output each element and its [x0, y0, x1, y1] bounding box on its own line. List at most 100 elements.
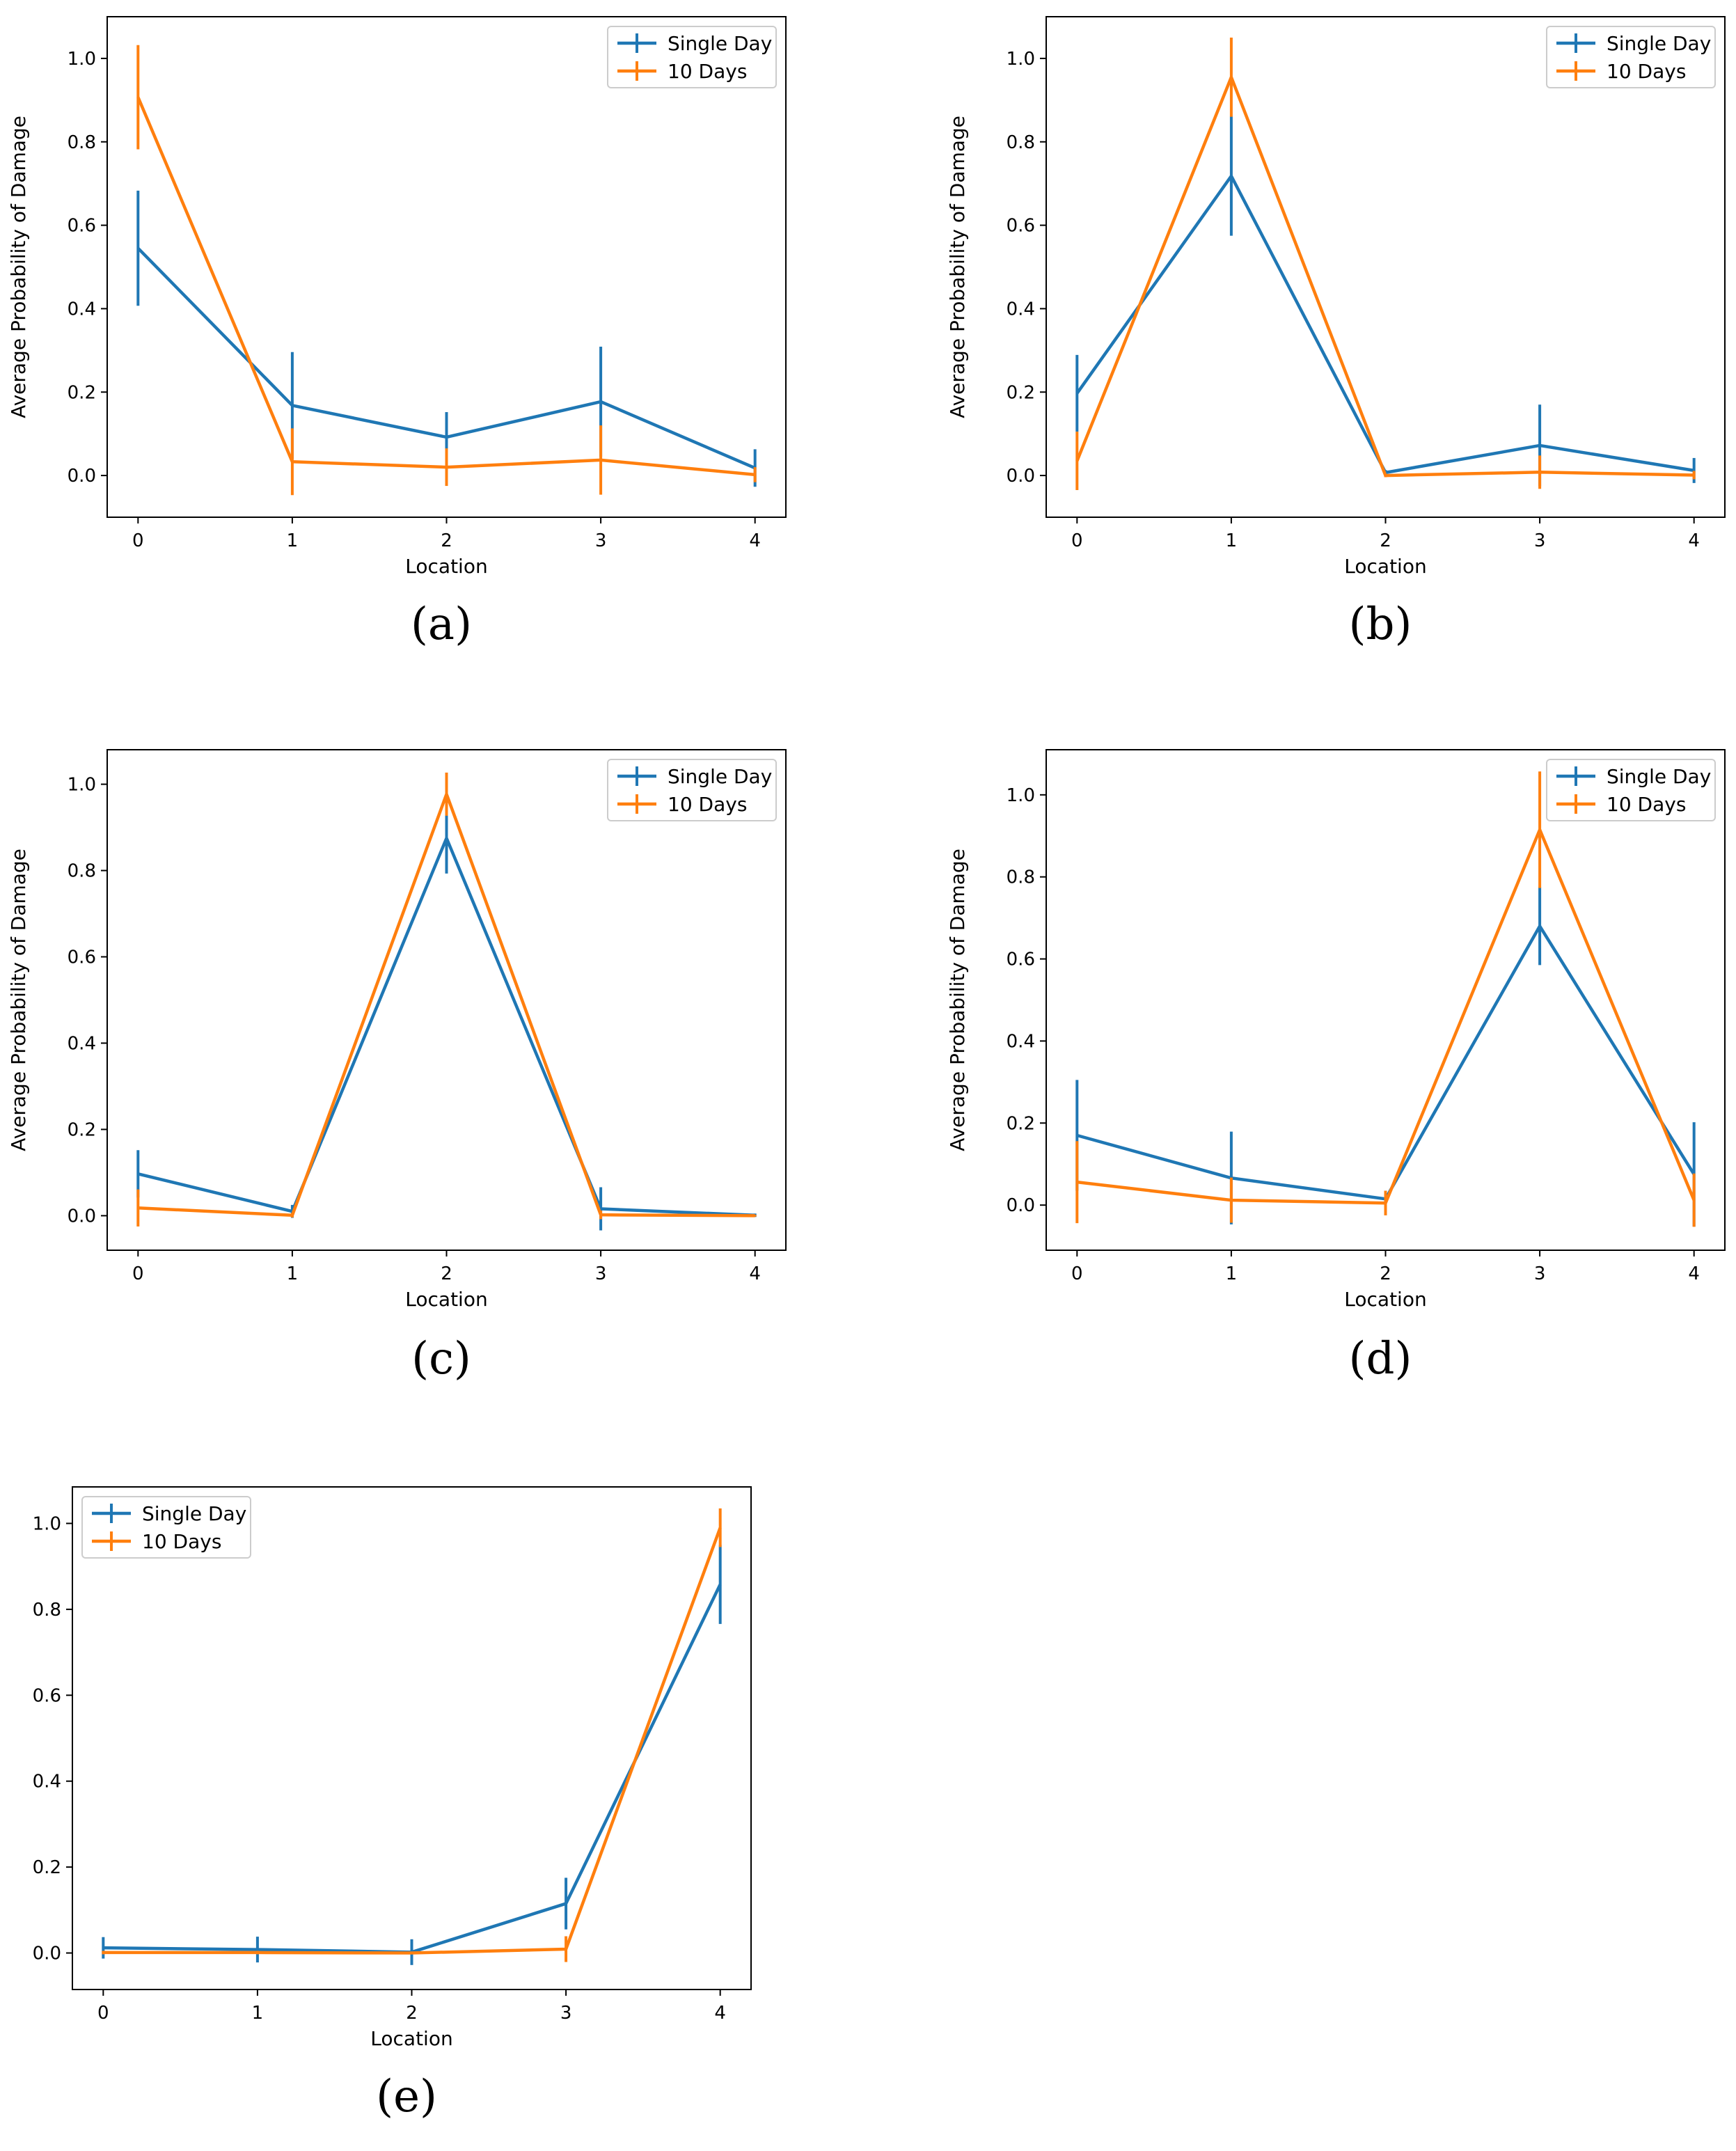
y-axis-label: Average Probability of Damage [7, 849, 30, 1151]
y-axis-label: Average Probability of Damage [946, 849, 969, 1151]
x-tick-label: 3 [595, 1263, 607, 1284]
y-tick-label: 1.0 [68, 775, 96, 796]
y-tick-label: 0.6 [1007, 216, 1035, 237]
chart-panel-d: 0 1 2 3 4 0.0 0.2 0.4 0.6 0.8 1.0 Location Average P… [946, 749, 1726, 1385]
series-line-single-day [1076, 924, 1696, 1201]
legend-label: 10 Days [668, 793, 747, 816]
legend-label: Single Day [1607, 32, 1711, 55]
x-tick-label: 0 [1071, 1263, 1083, 1284]
y-tick-label: 0.4 [1007, 299, 1035, 320]
y-tick-label: 0.6 [68, 216, 96, 237]
y-tick-label: 0.8 [1007, 132, 1035, 153]
y-tick-label: 0.0 [33, 1944, 61, 1964]
panel-caption: (b) [1349, 599, 1412, 650]
x-tick-label: 1 [252, 2003, 264, 2024]
panel-caption: (a) [411, 599, 472, 650]
panel-caption: (d) [1349, 1333, 1412, 1385]
legend: Single Day 10 Days [1546, 759, 1716, 821]
plot-frame [1045, 16, 1726, 518]
y-tick-label: 0.4 [68, 1033, 96, 1054]
chart-panel-a: 0 1 2 3 4 0.0 0.2 0.4 0.6 0.8 1.0 Location Average P… [7, 16, 787, 650]
x-tick-label: 2 [441, 530, 452, 551]
x-axis-label: Location [1344, 1288, 1426, 1311]
x-tick-label: 3 [1534, 1263, 1546, 1284]
y-axis-label: Average Probability of Damage [7, 116, 30, 418]
y-tick-label: 0.0 [1007, 466, 1035, 487]
legend-label: Single Day [668, 32, 772, 55]
series-line-10-days [1077, 828, 1696, 1205]
x-tick-label: 3 [595, 530, 607, 551]
x-tick-label: 0 [132, 530, 144, 551]
legend: Single Day 10 Days [81, 1496, 251, 1559]
y-tick-label: 0.8 [68, 132, 96, 153]
plot-frame [72, 1486, 752, 1990]
y-tick-label: 0.6 [1007, 950, 1035, 970]
x-tick-label: 1 [1226, 530, 1238, 551]
y-axis-label: Average Probability of Damage [946, 116, 969, 418]
y-tick-label: 0.8 [1007, 867, 1035, 888]
x-tick-label: 3 [560, 2003, 572, 2024]
x-axis-label: Location [370, 2027, 452, 2050]
x-tick-label: 1 [287, 1263, 299, 1284]
chart-panel-b: 0 1 2 3 4 0.0 0.2 0.4 0.6 0.8 1.0 Location Average P… [946, 16, 1726, 650]
x-tick-label: 1 [287, 530, 299, 551]
series-line-single-day [103, 1584, 722, 1954]
x-tick-label: 4 [1688, 530, 1700, 551]
y-tick-label: 0.8 [68, 861, 96, 882]
x-tick-label: 3 [1534, 530, 1546, 551]
x-tick-label: 2 [1380, 530, 1391, 551]
panel-caption: (c) [411, 1333, 471, 1385]
x-tick-label: 2 [406, 2003, 418, 2024]
y-tick-label: 1.0 [68, 49, 96, 70]
x-axis-label: Location [405, 555, 487, 578]
x-axis-label: Location [1344, 555, 1426, 578]
y-tick-label: 1.0 [1007, 49, 1035, 70]
chart-panel-c: 0 1 2 3 4 0.0 0.2 0.4 0.6 0.8 1.0 Location Average P… [7, 749, 787, 1385]
y-tick-label: 1.0 [1007, 785, 1035, 806]
series-line-10-days [103, 1527, 722, 1955]
x-tick-label: 4 [749, 1263, 761, 1284]
x-tick-label: 0 [1071, 530, 1083, 551]
y-tick-label: 0.2 [68, 1119, 96, 1140]
y-tick-label: 0.4 [1007, 1031, 1035, 1052]
x-tick-label: 4 [714, 2003, 726, 2024]
y-tick-label: 0.6 [68, 947, 96, 968]
x-tick-label: 2 [1380, 1263, 1391, 1284]
legend-label: 10 Days [668, 60, 747, 83]
y-tick-label: 0.8 [33, 1600, 61, 1621]
y-tick-label: 0.4 [33, 1772, 61, 1792]
x-axis-label: Location [405, 1288, 487, 1311]
x-tick-label: 0 [132, 1263, 144, 1284]
legend-label: Single Day [668, 765, 772, 788]
x-tick-label: 1 [1226, 1263, 1238, 1284]
legend: Single Day 10 Days [607, 26, 777, 88]
y-tick-label: 1.0 [33, 1513, 61, 1534]
y-tick-label: 0.2 [33, 1857, 61, 1878]
panel-caption: (e) [376, 2071, 437, 2122]
legend-label: 10 Days [1607, 60, 1686, 83]
y-tick-label: 0.2 [68, 382, 96, 403]
plot-frame [1045, 749, 1726, 1251]
legend-label: 10 Days [1607, 793, 1686, 816]
legend-label: 10 Days [142, 1530, 221, 1553]
series-line-single-day [1075, 174, 1695, 475]
x-tick-label: 0 [97, 2003, 109, 2024]
legend-label: Single Day [1607, 765, 1711, 788]
series-line-10-days [1075, 75, 1694, 478]
y-tick-label: 0.6 [33, 1685, 61, 1706]
y-tick-label: 0.0 [1007, 1195, 1035, 1216]
y-tick-label: 0.4 [68, 299, 96, 320]
x-tick-label: 4 [749, 530, 761, 551]
y-tick-label: 0.0 [68, 1206, 96, 1227]
y-tick-label: 0.2 [1007, 1113, 1035, 1134]
y-tick-label: 0.0 [68, 466, 96, 487]
legend-label: Single Day [142, 1502, 246, 1525]
legend: Single Day 10 Days [607, 759, 777, 821]
x-tick-label: 4 [1688, 1263, 1700, 1284]
y-tick-label: 0.2 [1007, 382, 1035, 403]
x-tick-label: 2 [441, 1263, 452, 1284]
legend: Single Day 10 Days [1546, 26, 1716, 88]
series-line-single-day [137, 836, 755, 1218]
